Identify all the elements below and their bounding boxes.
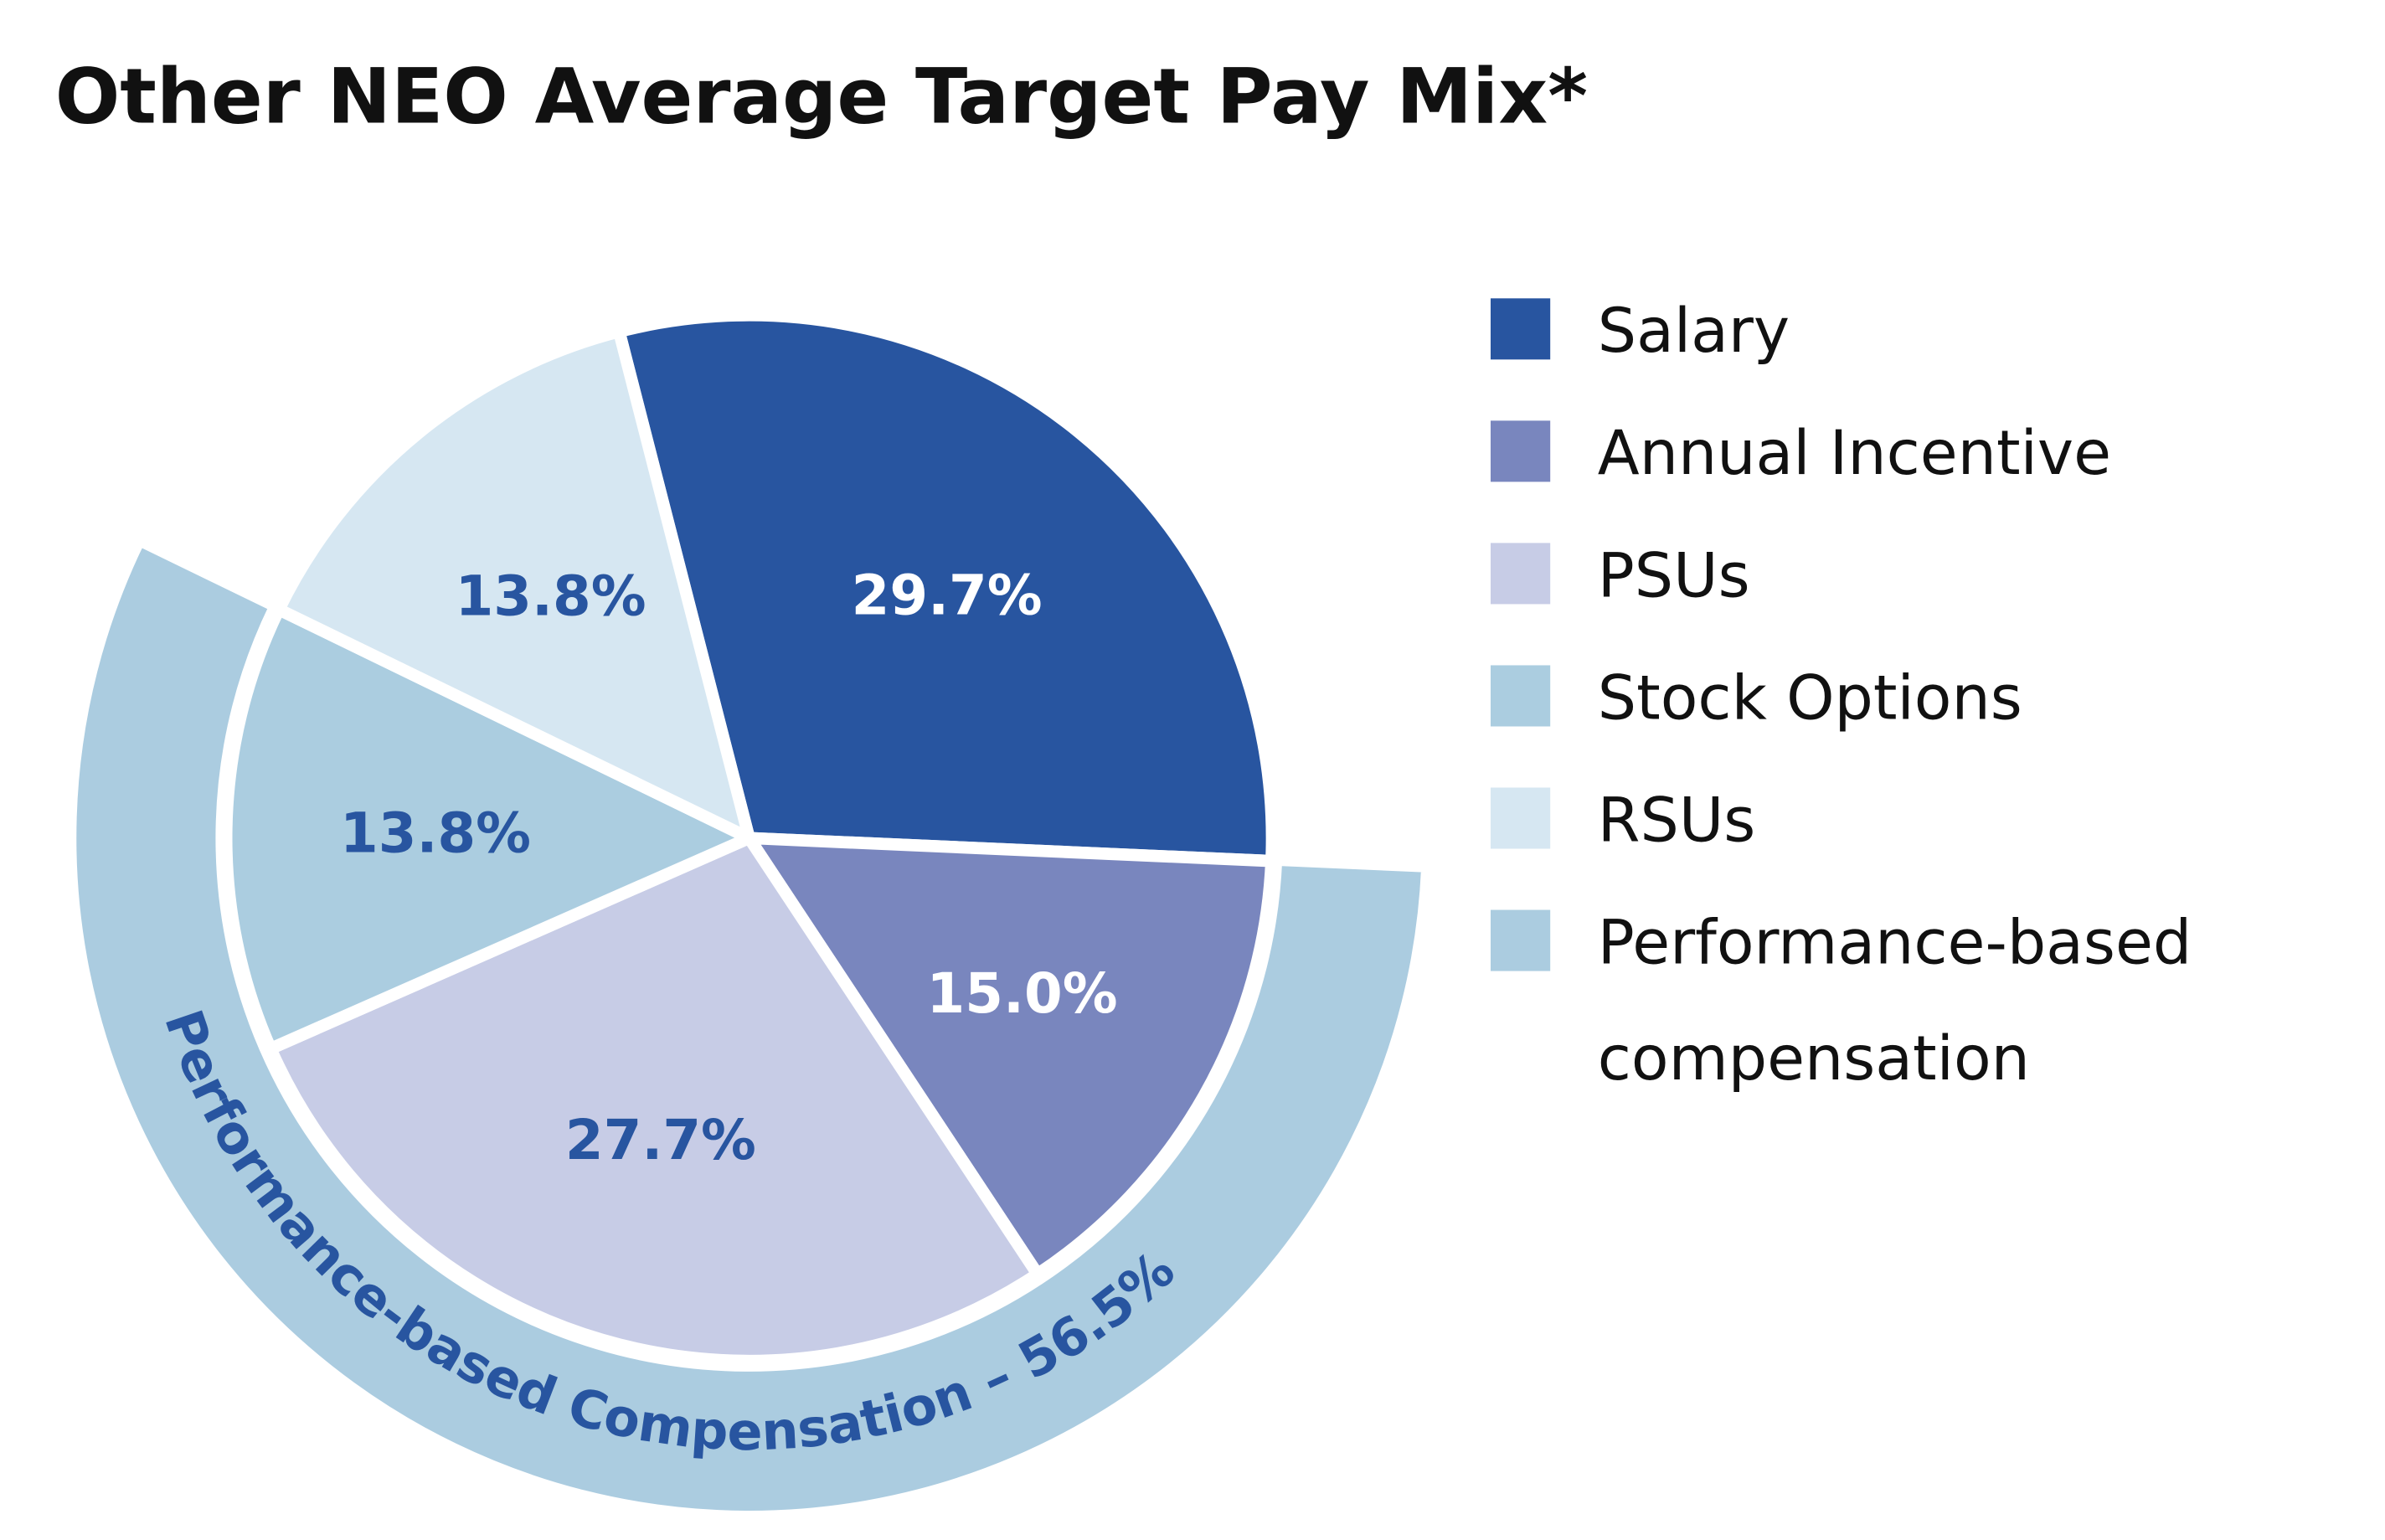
legend-swatch (1491, 787, 1551, 849)
legend-swatch (1491, 665, 1551, 727)
legend: Salary Annual Incentive PSUs Stock Options R… (1491, 296, 2192, 1094)
legend-item-stock-options: Stock Options (1491, 662, 2022, 734)
slice-label-salary: 29.7% (852, 564, 1043, 628)
legend-label: compensation (1598, 1023, 2030, 1094)
legend-label: PSUs (1598, 540, 1750, 611)
legend-item-performance-based-compensation: Performance-based compensation (1491, 907, 2192, 1094)
slice-labels: 29.7% 15.0% 27.7% 13.8% 13.8% (340, 564, 1118, 1172)
slice-rsus (270, 324, 759, 850)
legend-item-annual-incentive: Annual Incentive (1491, 418, 2111, 489)
legend-swatch (1491, 909, 1551, 971)
legend-swatch (1491, 420, 1551, 482)
legend-item-rsus: RSUs (1491, 785, 1755, 856)
slice-stock-options (219, 601, 764, 1057)
slice-annual-incentive (737, 831, 1278, 1283)
pie (219, 309, 1279, 1367)
slice-label-stock-options: 13.8% (340, 801, 531, 865)
slice-label-rsus: 13.8% (456, 564, 646, 628)
slice-label-annual-incentive: 15.0% (927, 962, 1118, 1026)
legend-label: Annual Incentive (1598, 418, 2111, 489)
legend-item-salary: Salary (1491, 296, 1790, 367)
legend-swatch (1491, 543, 1551, 605)
legend-label: RSUs (1598, 785, 1756, 856)
chart-title: Other NEO Average Target Pay Mix* (55, 51, 1588, 141)
slice-label-psus: 27.7% (565, 1109, 756, 1172)
legend-swatch (1491, 298, 1551, 360)
legend-item-psus: PSUs (1491, 540, 1750, 611)
legend-label: Salary (1598, 296, 1790, 367)
slice-salary (611, 309, 1279, 868)
legend-label: Stock Options (1598, 662, 2022, 734)
legend-label: Performance-based (1598, 907, 2192, 978)
